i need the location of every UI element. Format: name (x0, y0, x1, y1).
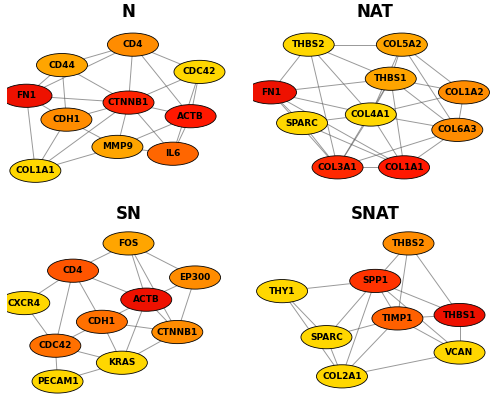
Text: COL6A3: COL6A3 (438, 125, 477, 134)
Text: CDC42: CDC42 (183, 67, 216, 77)
Text: CD4: CD4 (63, 266, 84, 275)
Text: CTNNB1: CTNNB1 (108, 98, 149, 107)
Ellipse shape (350, 269, 401, 293)
Ellipse shape (165, 105, 216, 128)
Ellipse shape (283, 33, 334, 56)
Ellipse shape (312, 156, 363, 179)
Text: COL1A1: COL1A1 (16, 166, 55, 175)
Ellipse shape (276, 112, 328, 135)
Ellipse shape (152, 320, 203, 344)
Title: N: N (122, 3, 136, 21)
Ellipse shape (346, 103, 397, 126)
Text: COL1A1: COL1A1 (384, 163, 424, 172)
Ellipse shape (378, 156, 430, 179)
Ellipse shape (434, 341, 485, 364)
Ellipse shape (366, 67, 416, 90)
Text: THBS1: THBS1 (443, 310, 476, 320)
Ellipse shape (103, 232, 154, 255)
Text: PECAM1: PECAM1 (36, 377, 78, 386)
Text: THY1: THY1 (269, 287, 295, 296)
Text: CDH1: CDH1 (52, 115, 80, 124)
Ellipse shape (434, 303, 485, 326)
Title: SN: SN (116, 205, 141, 223)
Text: CDC42: CDC42 (38, 341, 72, 350)
Ellipse shape (383, 232, 434, 255)
Ellipse shape (148, 142, 198, 165)
Ellipse shape (174, 60, 225, 83)
Ellipse shape (120, 288, 172, 311)
Text: FN1: FN1 (261, 88, 281, 97)
Ellipse shape (170, 266, 220, 289)
Ellipse shape (301, 326, 352, 349)
Text: CD44: CD44 (48, 60, 76, 70)
Text: FOS: FOS (118, 239, 139, 248)
Text: COL2A1: COL2A1 (322, 372, 362, 381)
Ellipse shape (256, 280, 308, 303)
Ellipse shape (108, 33, 158, 56)
Text: SPP1: SPP1 (362, 276, 388, 285)
Ellipse shape (372, 307, 423, 330)
Ellipse shape (103, 91, 154, 114)
Ellipse shape (1, 84, 52, 107)
Text: FN1: FN1 (16, 91, 36, 100)
Ellipse shape (41, 108, 92, 131)
Text: THBS2: THBS2 (292, 40, 326, 49)
Text: THBS1: THBS1 (374, 74, 408, 83)
Text: CTNNB1: CTNNB1 (156, 328, 198, 337)
Title: NAT: NAT (357, 3, 394, 21)
Ellipse shape (48, 259, 98, 282)
Ellipse shape (36, 54, 88, 77)
Text: KRAS: KRAS (108, 358, 136, 367)
Text: SPARC: SPARC (310, 332, 343, 342)
Ellipse shape (30, 334, 81, 357)
Text: CD4: CD4 (122, 40, 143, 49)
Text: COL1A2: COL1A2 (444, 88, 484, 97)
Text: THBS2: THBS2 (392, 239, 426, 248)
Text: ACTB: ACTB (133, 295, 160, 304)
Text: IL6: IL6 (165, 149, 180, 158)
Text: CDH1: CDH1 (88, 317, 116, 326)
Title: SNAT: SNAT (351, 205, 400, 223)
Text: EP300: EP300 (180, 273, 210, 282)
Ellipse shape (316, 365, 368, 388)
Text: COL3A1: COL3A1 (318, 163, 358, 172)
Ellipse shape (76, 310, 128, 333)
Ellipse shape (0, 291, 50, 315)
Text: TIMP1: TIMP1 (382, 314, 413, 323)
Ellipse shape (432, 118, 483, 141)
Ellipse shape (246, 81, 296, 104)
Ellipse shape (32, 370, 83, 393)
Text: COL5A2: COL5A2 (382, 40, 422, 49)
Ellipse shape (96, 351, 148, 374)
Text: MMP9: MMP9 (102, 142, 133, 152)
Ellipse shape (438, 81, 490, 104)
Ellipse shape (92, 135, 143, 158)
Text: COL4A1: COL4A1 (351, 110, 391, 119)
Text: VCAN: VCAN (446, 348, 473, 357)
Text: SPARC: SPARC (286, 118, 318, 127)
Ellipse shape (376, 33, 428, 56)
Ellipse shape (10, 159, 61, 182)
Text: CXCR4: CXCR4 (8, 299, 41, 307)
Text: ACTB: ACTB (177, 112, 204, 121)
